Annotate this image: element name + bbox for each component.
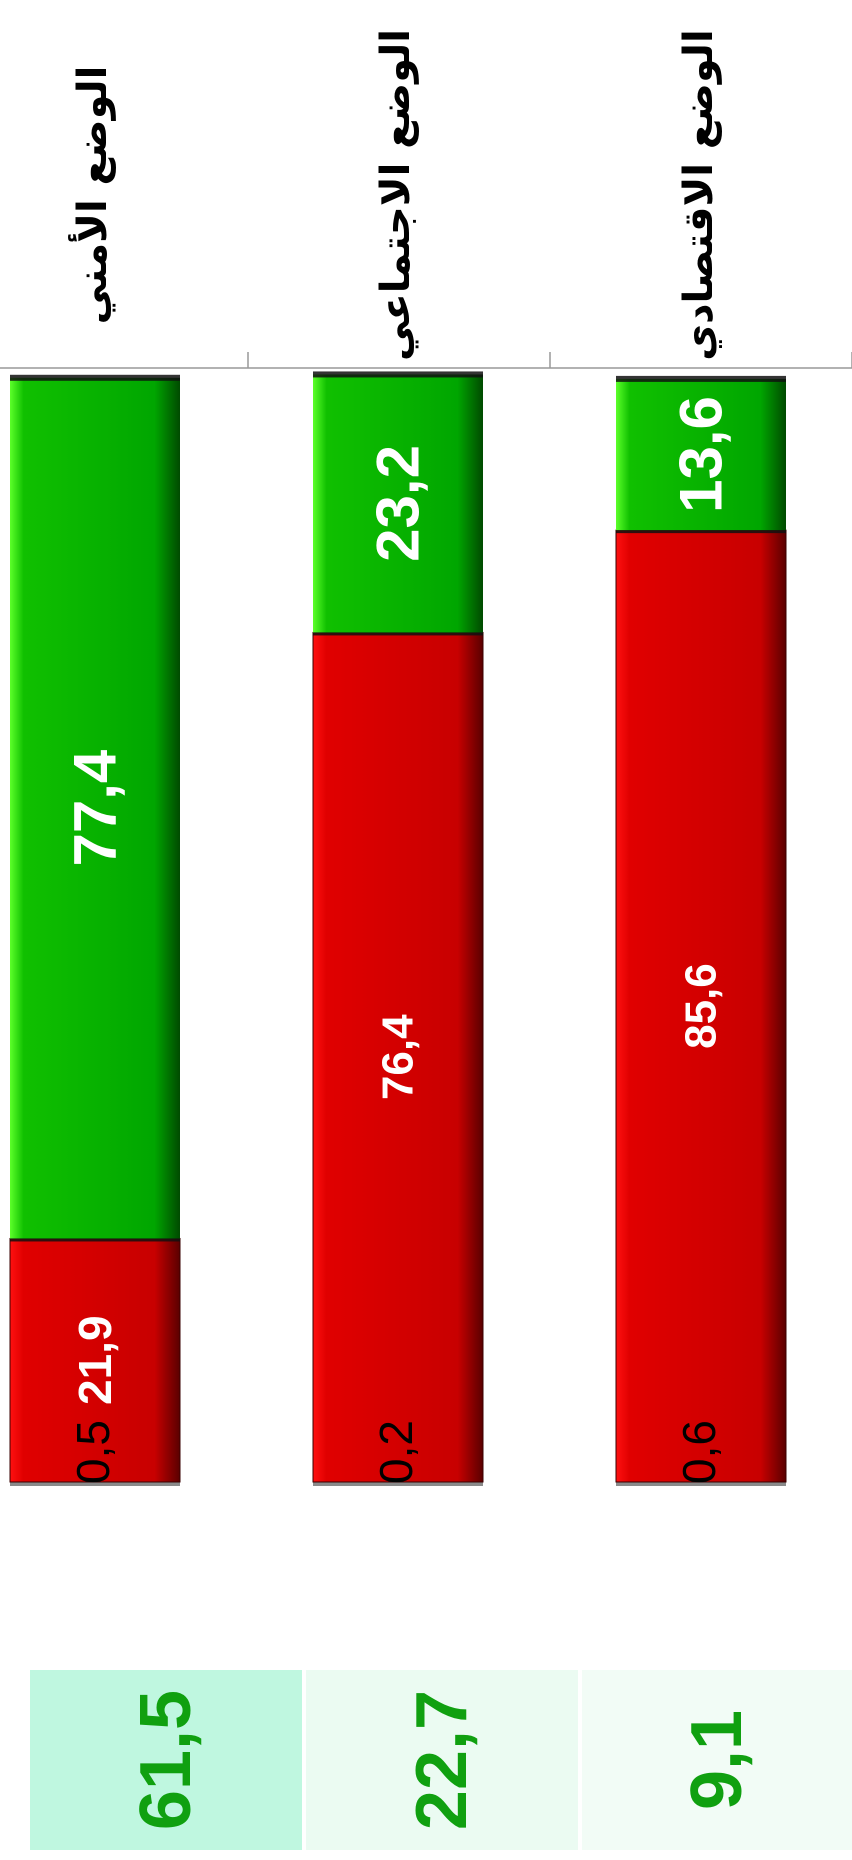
side-value-box [30,1670,302,1850]
remainder-label: 0,5 [67,1420,119,1484]
bar-segment-red [615,529,787,1483]
bar-segment-red [9,1237,181,1483]
side-value-box [582,1670,852,1850]
segment-edge [616,375,786,382]
bar-segment-red [312,631,484,1483]
bar-base-shadow [10,1480,180,1486]
data-label: 13,6 [668,396,735,513]
side-value-label: 22,7 [402,1690,482,1830]
bar-segment-green [616,378,786,531]
data-label: 23,2 [365,445,432,562]
segment-edge [313,371,483,378]
bar-base-shadow [313,1480,483,1486]
data-label: 85,6 [677,963,726,1049]
category-label: الوضع الأمني [67,66,116,325]
data-label: 77,4 [62,749,129,866]
bar-base-shadow [616,1480,786,1486]
remainder-label: 0,2 [370,1420,422,1484]
bar-segment-green [10,377,180,1239]
data-label: 21,9 [69,1315,121,1405]
remainder-label: 0,6 [673,1420,725,1484]
side-value-label: 9,1 [677,1710,757,1810]
category-label: الوضع الاجتماعي [373,29,419,361]
data-label: 76,4 [374,1014,423,1100]
segment-edge [10,374,180,381]
side-value-label: 61,5 [126,1690,206,1830]
segment-edge [10,1235,180,1242]
category-label: الوضع الاقتصادي [676,29,722,360]
bar-segment-green [313,374,483,633]
side-value-box [306,1670,578,1850]
